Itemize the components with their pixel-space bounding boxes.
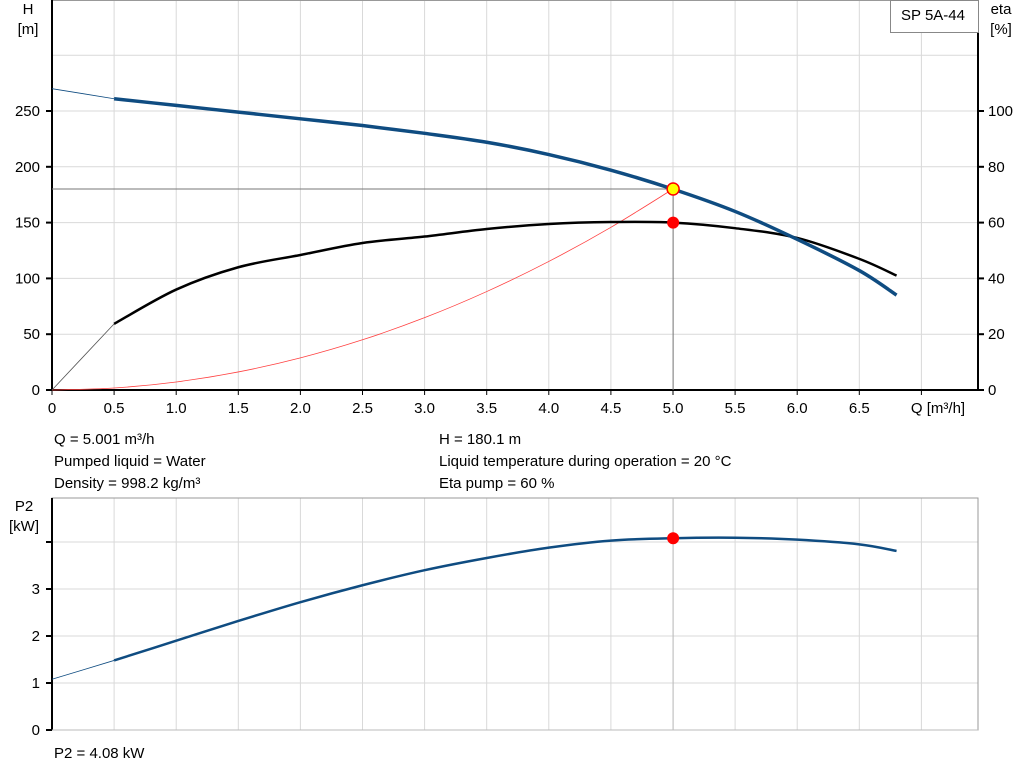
efficiency-curve-extrapolated xyxy=(51,323,115,391)
x-tick-label: 0 xyxy=(48,400,56,417)
head-curve xyxy=(113,96,898,297)
p2-tick-label: 0 xyxy=(32,722,40,739)
info-h: H = 180.1 m xyxy=(439,431,522,448)
p2-tick-label: 1 xyxy=(32,675,40,692)
head-curve-extrapolated xyxy=(51,88,115,100)
h-tick-label: 100 xyxy=(15,270,40,287)
info-eta: Eta pump = 60 % xyxy=(439,475,555,492)
info-density: Density = 998.2 kg/m³ xyxy=(54,475,201,492)
x-tick-label: 2.0 xyxy=(290,400,311,417)
power-curve-extrapolated xyxy=(51,660,115,680)
duty-point-eta xyxy=(667,216,680,229)
eta-tick-label: 20 xyxy=(988,326,1005,343)
top-grid xyxy=(51,0,979,391)
eta-tick-label: 0 xyxy=(988,382,996,399)
system-curve xyxy=(51,188,674,391)
eta-axis-unit: [%] xyxy=(990,21,1012,38)
h-axis-unit: [m] xyxy=(18,21,39,38)
bottom-tick-labels: 0 1 2 3 xyxy=(32,541,52,739)
eta-tick-label: 40 xyxy=(988,270,1005,287)
x-tick-label: 6.0 xyxy=(787,400,808,417)
x-tick-label: 5.5 xyxy=(725,400,746,417)
info-temp: Liquid temperature during operation = 20… xyxy=(439,453,732,470)
x-tick-label: 5.0 xyxy=(663,400,684,417)
x-tick-label: 4.5 xyxy=(600,400,621,417)
p2-tick-label: 2 xyxy=(32,628,40,645)
duty-point-head xyxy=(666,182,680,196)
top-plot-frame xyxy=(51,0,979,391)
power-curve xyxy=(113,536,897,662)
x-tick-label: 3.5 xyxy=(476,400,497,417)
h-tick-label: 150 xyxy=(15,215,40,232)
info-p2: P2 = 4.08 kW xyxy=(54,745,145,762)
eta-tick-label: 100 xyxy=(988,103,1013,120)
h-tick-label: 50 xyxy=(23,326,40,343)
x-tick-label: 6.5 xyxy=(849,400,870,417)
eta-tick-label: 80 xyxy=(988,159,1005,176)
duty-point-power xyxy=(667,532,680,545)
eta-axis-label: eta xyxy=(991,1,1013,18)
x-tick-label: 2.5 xyxy=(352,400,373,417)
efficiency-curve xyxy=(113,220,898,325)
p2-tick-label: 3 xyxy=(32,581,40,598)
pump-label-box: SP 5A-44 xyxy=(890,0,979,33)
curves xyxy=(51,88,898,730)
bottom-plot-frame xyxy=(51,497,979,731)
p2-axis-unit: [kW] xyxy=(9,518,39,535)
h-tick-label: 0 xyxy=(32,382,40,399)
x-tick-label: 0.5 xyxy=(104,400,125,417)
eta-tick-label: 60 xyxy=(988,215,1005,232)
pump-label: SP 5A-44 xyxy=(901,7,965,24)
x-tick-label: 4.0 xyxy=(538,400,559,417)
q-axis-label: Q [m³/h] xyxy=(911,400,965,417)
p2-axis-label: P2 xyxy=(15,498,33,515)
bottom-grid xyxy=(51,497,979,731)
info-q: Q = 5.001 m³/h xyxy=(54,431,155,448)
info-liquid: Pumped liquid = Water xyxy=(54,453,206,470)
h-tick-label: 250 xyxy=(15,103,40,120)
h-tick-label: 200 xyxy=(15,159,40,176)
x-tick-label: 3.0 xyxy=(414,400,435,417)
h-axis-label: H xyxy=(23,1,34,18)
top-tick-labels: 0 0.5 1.0 1.5 2.0 2.5 3.0 3.5 4.0 4.5 5.0 5.5 6.0 6.5… xyxy=(15,103,1013,417)
x-tick-label: 1.0 xyxy=(166,400,187,417)
x-tick-label: 1.5 xyxy=(228,400,249,417)
